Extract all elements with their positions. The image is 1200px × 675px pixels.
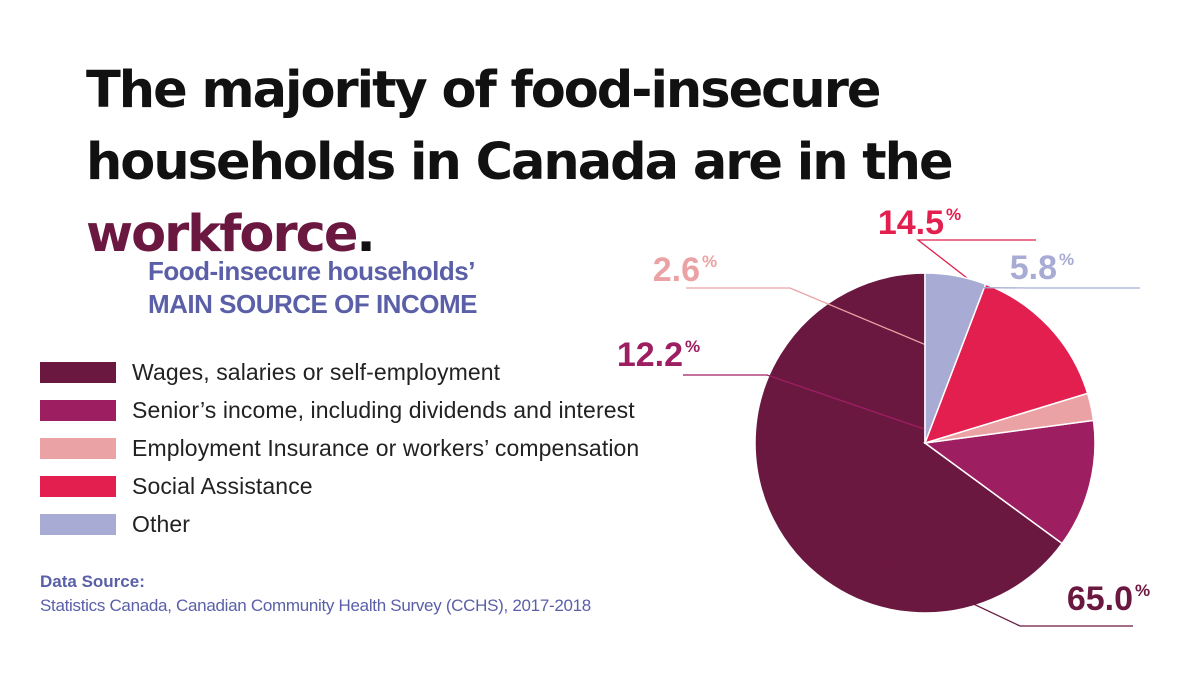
data-source-title: Data Source: <box>40 572 145 591</box>
leader-line <box>783 513 1133 627</box>
chart-title-line-2: MAIN SOURCE OF INCOME <box>148 289 477 319</box>
headline-text: The majority of food-insecure households… <box>86 61 954 192</box>
legend-item: Senior’s income, including dividends and… <box>40 391 639 429</box>
data-label: 65.0 <box>1067 580 1133 618</box>
headline-accent-word: workforce <box>86 205 358 264</box>
legend: Wages, salaries or self-employment Senior… <box>40 353 639 543</box>
legend-swatch <box>40 513 116 535</box>
legend-swatch <box>40 475 116 497</box>
chart-title: Food-insecure households’ MAIN SOURCE OF… <box>148 255 477 321</box>
legend-label: Wages, salaries or self-employment <box>132 358 501 385</box>
legend-label: Senior’s income, including dividends and… <box>132 396 635 423</box>
percent-sign: % <box>685 337 700 356</box>
legend-item: Employment Insurance or workers’ compens… <box>40 429 639 467</box>
data-label: 14.5 <box>878 204 944 242</box>
pie-slice <box>923 283 1089 445</box>
legend-swatch <box>40 361 116 383</box>
data-source-text: Statistics Canada, Canadian Community He… <box>40 596 591 615</box>
legend-item: Social Assistance <box>40 467 639 505</box>
data-label: 12.2 <box>617 336 683 374</box>
legend-item: Other <box>40 505 639 543</box>
pie-slice <box>924 272 987 444</box>
data-label: 5.8 <box>1010 249 1057 287</box>
percent-sign: % <box>1135 581 1150 600</box>
legend-item: Wages, salaries or self-employment <box>40 353 639 391</box>
chart-title-line-1: Food-insecure households’ <box>148 256 475 286</box>
legend-swatch <box>40 437 116 459</box>
leader-line <box>683 374 1079 483</box>
data-label: 2.6 <box>653 251 700 289</box>
legend-swatch <box>40 399 116 421</box>
legend-label: Social Assistance <box>132 472 313 499</box>
leader-line <box>916 239 1041 336</box>
percent-sign: % <box>702 252 717 271</box>
headline-period: . <box>356 205 375 264</box>
legend-label: Other <box>132 510 191 537</box>
pie-slice <box>923 419 1096 545</box>
percent-sign: % <box>1059 250 1074 269</box>
legend-label: Employment Insurance or workers’ compens… <box>132 434 640 461</box>
percent-sign: % <box>946 205 961 224</box>
pie-slice <box>754 272 1064 614</box>
headline: The majority of food-insecure households… <box>86 55 1176 271</box>
